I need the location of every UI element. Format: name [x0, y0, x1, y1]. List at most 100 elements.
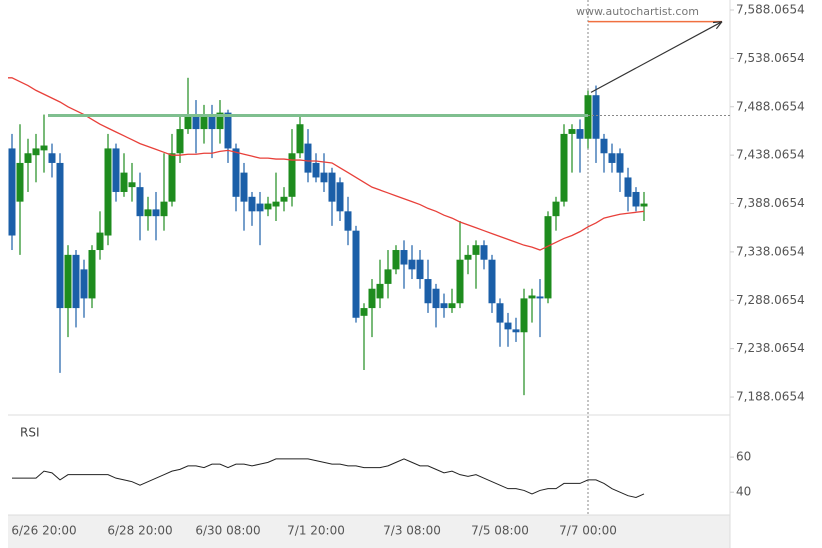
- candle-body: [296, 124, 304, 154]
- y-tick-label: 7,338.0654: [736, 244, 805, 258]
- candle-body: [112, 148, 120, 192]
- candle-body: [312, 162, 320, 178]
- forecast-arrow: [590, 21, 723, 93]
- candle-body: [304, 143, 312, 173]
- candle-body: [520, 298, 528, 333]
- candle-body: [376, 283, 384, 299]
- y-tick-label: 7,588.0654: [736, 2, 805, 16]
- candle-body: [32, 148, 40, 156]
- candle-body: [248, 196, 256, 212]
- candle-body: [536, 296, 544, 299]
- rsi-line: [12, 458, 645, 498]
- candle-body: [640, 203, 648, 207]
- candle-body: [592, 95, 600, 139]
- candle-body: [600, 138, 608, 154]
- candle-body: [384, 269, 392, 284]
- x-tick-label: 7/5 08:00: [471, 524, 529, 538]
- candle-body: [120, 172, 128, 192]
- candle-body: [64, 254, 72, 309]
- candle-body: [352, 230, 360, 318]
- y-tick-label: 7,288.0654: [736, 293, 805, 307]
- candle-body: [256, 203, 264, 212]
- candle-body: [280, 196, 288, 202]
- candle-body: [88, 250, 96, 299]
- candle-body: [208, 114, 216, 130]
- candle-body: [184, 114, 192, 130]
- candle-body: [40, 145, 48, 151]
- candle-body: [104, 148, 112, 236]
- y-tick-label: 7,188.0654: [736, 390, 805, 404]
- candle-body: [232, 148, 240, 197]
- candle-body: [424, 279, 432, 304]
- candle-body: [368, 288, 376, 309]
- candle-body: [472, 245, 480, 255]
- candle-body: [440, 303, 448, 309]
- candle-body: [128, 182, 136, 188]
- candle-body: [176, 129, 184, 154]
- y-tick-label: 7,388.0654: [736, 196, 805, 210]
- watermark: www.autochartist.com: [576, 5, 699, 18]
- candle-body: [136, 187, 144, 217]
- candle-body: [288, 153, 296, 197]
- candle-body: [264, 203, 272, 210]
- candle-body: [80, 269, 88, 299]
- candle-body: [496, 303, 504, 323]
- candle-body: [456, 259, 464, 304]
- candle-body: [608, 153, 616, 163]
- moving-average: [8, 77, 645, 251]
- y-tick-label: 7,538.0654: [736, 51, 805, 65]
- candle-body: [528, 295, 536, 299]
- y-tick-label: 7,438.0654: [736, 148, 805, 162]
- candle-body: [272, 201, 280, 207]
- x-tick-label: 7/1 20:00: [287, 524, 345, 538]
- candle-body: [408, 259, 416, 270]
- y-tick-label: 60: [736, 450, 751, 464]
- x-tick-label: 6/26 20:00: [11, 524, 76, 538]
- candle-body: [480, 245, 488, 260]
- candle-body: [192, 114, 200, 130]
- candle-body: [8, 148, 16, 236]
- candle-body: [320, 172, 328, 183]
- candle-body: [240, 172, 248, 202]
- x-tick-label: 7/3 08:00: [383, 524, 441, 538]
- candle-body: [560, 133, 568, 202]
- x-axis-band: [8, 515, 730, 548]
- candle-body: [328, 172, 336, 202]
- candle-body: [632, 191, 640, 207]
- candle-body: [56, 162, 64, 309]
- candle-body: [200, 114, 208, 130]
- candle-body: [16, 162, 24, 202]
- candle-body: [392, 250, 400, 270]
- candle-body: [344, 211, 352, 231]
- candle-body: [152, 209, 160, 217]
- arrow-head: [712, 21, 723, 30]
- y-tick-label: 40: [736, 485, 751, 499]
- candle-body: [48, 153, 56, 163]
- candle-body: [168, 153, 176, 202]
- candle-body: [336, 182, 344, 212]
- x-tick-label: 7/7 00:00: [559, 524, 617, 538]
- x-tick-label: 6/30 08:00: [195, 524, 260, 538]
- candle-body: [568, 129, 576, 134]
- candle-body: [416, 259, 424, 280]
- candle-body: [216, 112, 224, 130]
- candle-body: [144, 209, 152, 217]
- candle-body: [432, 288, 440, 309]
- candle-body: [512, 329, 520, 333]
- candle-body: [72, 254, 80, 309]
- candle-body: [448, 303, 456, 309]
- candle-body: [624, 177, 632, 197]
- y-tick-label: 7,238.0654: [736, 341, 805, 355]
- candle-body: [24, 153, 32, 163]
- candle-body: [552, 201, 560, 217]
- x-tick-label: 6/28 20:00: [107, 524, 172, 538]
- candle-body: [464, 254, 472, 260]
- y-tick-label: 7,488.0654: [736, 99, 805, 113]
- candle-body: [224, 112, 232, 149]
- candle-body: [544, 216, 552, 299]
- candle-body: [504, 322, 512, 330]
- rsi-title: RSI: [20, 426, 40, 440]
- candle-body: [400, 250, 408, 265]
